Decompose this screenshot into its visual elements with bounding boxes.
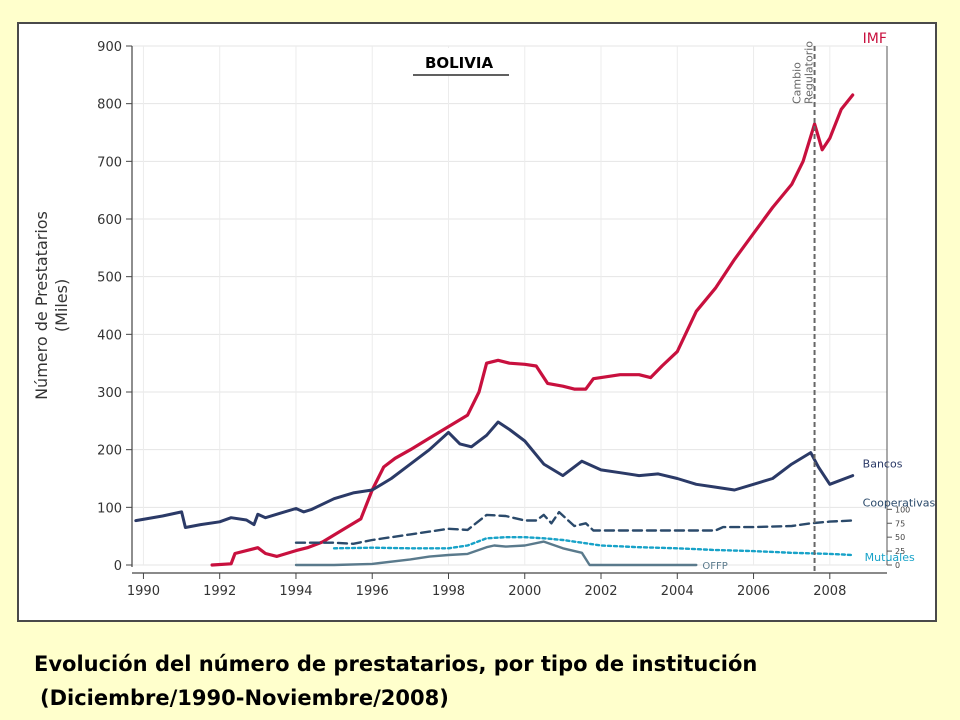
y-tick-label: 0 xyxy=(114,559,122,574)
figure-caption-line2: (Diciembre/1990-Noviembre/2008) xyxy=(40,686,449,710)
secondary-tick-label: 25 xyxy=(895,547,905,556)
secondary-tick-label: 0 xyxy=(895,561,900,570)
chart-title: BOLIVIA xyxy=(425,54,494,72)
series-line-offp xyxy=(294,540,698,567)
secondary-tick-label: 75 xyxy=(895,519,905,528)
y-axis-label-units: (Miles) xyxy=(52,279,71,332)
secondary-tick-label: 100 xyxy=(895,505,910,514)
y-tick-label: 300 xyxy=(97,386,122,401)
x-tick-label: 2000 xyxy=(508,584,541,599)
x-tick-label: 2006 xyxy=(737,584,770,599)
title-box xyxy=(409,48,509,76)
series-line-imf xyxy=(210,93,855,567)
x-tick-label: 1994 xyxy=(279,584,312,599)
series-label-imf: IMF xyxy=(863,31,887,47)
series-label-bancos: Bancos xyxy=(863,458,903,471)
x-tick-label: 1996 xyxy=(356,584,389,599)
y-tick-label: 700 xyxy=(97,155,122,170)
y-tick-label: 500 xyxy=(97,271,122,286)
y-axis-label: Número de Prestatarios xyxy=(32,211,51,400)
annotation-label-line2: Regulatorio xyxy=(803,41,816,104)
x-tick-label: 2004 xyxy=(661,584,694,599)
series-line-mutuales xyxy=(332,536,854,557)
y-tick-label: 900 xyxy=(97,40,122,55)
y-tick-label: 200 xyxy=(97,444,122,459)
x-tick-label: 1990 xyxy=(127,584,160,599)
x-tick-label: 2002 xyxy=(584,584,617,599)
x-tick-label: 1992 xyxy=(203,584,236,599)
series-label-mutuales: Mutuales xyxy=(865,551,915,564)
y-tick-label: 800 xyxy=(97,98,122,113)
annotation-label-line1: Cambio xyxy=(791,62,804,104)
y-tick-label: 400 xyxy=(97,328,122,343)
x-tick-label: 1998 xyxy=(432,584,465,599)
series-label-cooperativas: Cooperativas xyxy=(863,496,935,509)
x-tick-label: 2008 xyxy=(813,584,846,599)
secondary-tick-label: 50 xyxy=(895,533,905,542)
chart-panel: 0 100 200 300 400 500 600 700 800 900 1990 1992 1994… xyxy=(17,22,937,622)
y-tick-label: 600 xyxy=(97,213,122,228)
series-label-offp: OFFP xyxy=(702,561,727,572)
series-line-bancos xyxy=(134,420,855,529)
y-tick-label: 100 xyxy=(97,501,122,516)
figure-caption-line1: Evolución del número de prestatarios, po… xyxy=(34,652,758,676)
series-line-cooperativas xyxy=(294,510,854,545)
